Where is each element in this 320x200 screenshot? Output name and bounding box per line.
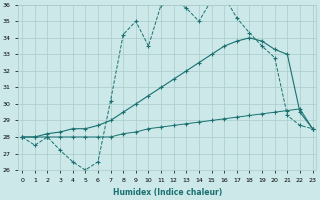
X-axis label: Humidex (Indice chaleur): Humidex (Indice chaleur): [113, 188, 222, 197]
